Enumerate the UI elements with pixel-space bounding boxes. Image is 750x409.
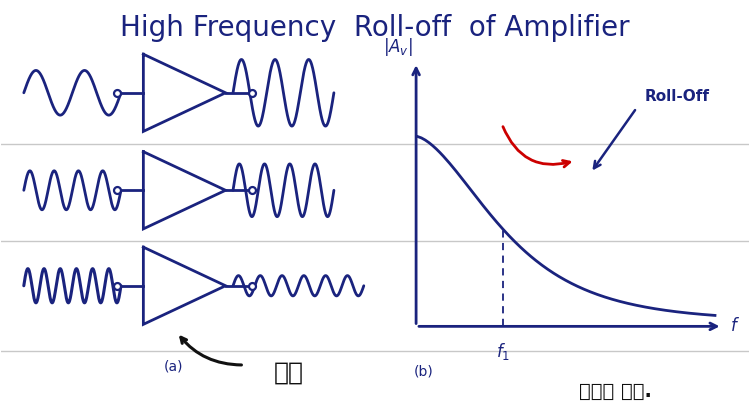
Text: (a): (a) xyxy=(164,360,183,374)
Text: 주파수 특성.: 주파수 특성. xyxy=(579,382,652,401)
Text: $|A_v|$: $|A_v|$ xyxy=(382,36,412,58)
Text: $f_1$: $f_1$ xyxy=(496,341,511,362)
Text: 증폭: 증폭 xyxy=(274,361,304,385)
Text: (b): (b) xyxy=(414,364,434,378)
Text: Roll-Off: Roll-Off xyxy=(644,89,710,104)
Text: $f$: $f$ xyxy=(730,317,740,335)
Text: High Frequency  Roll-off  of Amplifier: High Frequency Roll-off of Amplifier xyxy=(120,13,630,42)
